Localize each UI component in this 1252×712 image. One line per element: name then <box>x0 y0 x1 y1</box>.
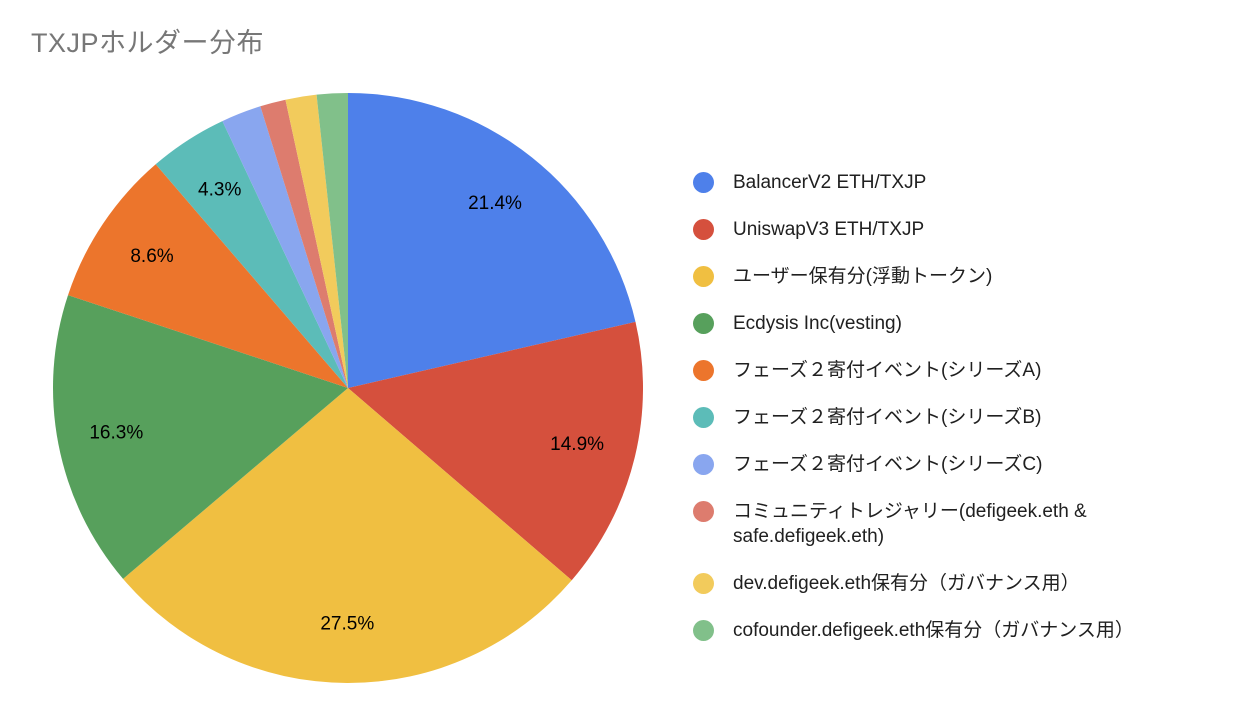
legend-swatch-icon <box>693 360 714 381</box>
legend-swatch-icon <box>693 620 714 641</box>
chart-title: TXJPホルダー分布 <box>31 28 265 58</box>
pie-slice-8[interactable] <box>285 94 348 389</box>
legend-item-0: BalancerV2 ETH/TXJP <box>693 170 1245 195</box>
pie-slice-0[interactable] <box>348 93 636 388</box>
slice-percentage-label: 4.3% <box>198 179 241 200</box>
legend-label: ユーザー保有分(浮動トークン) <box>733 266 993 287</box>
legend-item-8: dev.defigeek.eth保有分（ガバナンス用） <box>693 571 1245 596</box>
slice-percentage-label: 27.5% <box>320 614 374 635</box>
legend-label: コミュニティトレジャリー(defigeek.eth & safe.defigee… <box>733 501 1087 547</box>
legend-swatch-icon <box>693 219 714 240</box>
legend-swatch-icon <box>693 454 714 475</box>
legend-swatch-icon <box>693 407 714 428</box>
legend-swatch-icon <box>693 501 714 522</box>
legend-item-2: ユーザー保有分(浮動トークン) <box>693 264 1245 289</box>
legend-label: BalancerV2 ETH/TXJP <box>733 172 927 193</box>
legend-item-7: コミュニティトレジャリー(defigeek.eth & safe.defigee… <box>693 499 1245 549</box>
pie-slice-4[interactable] <box>68 164 349 388</box>
slice-percentage-label: 14.9% <box>550 434 604 455</box>
legend-item-4: フェーズ２寄付イベント(シリーズA) <box>693 358 1245 383</box>
legend-label: dev.defigeek.eth保有分（ガバナンス用） <box>733 573 1080 594</box>
legend-label: フェーズ２寄付イベント(シリーズA) <box>733 360 1042 381</box>
legend-swatch-icon <box>693 266 714 287</box>
legend-swatch-icon <box>693 172 714 193</box>
legend-label: フェーズ２寄付イベント(シリーズB) <box>733 407 1042 428</box>
pie-slice-1[interactable] <box>348 321 644 581</box>
pie-slice-9[interactable] <box>316 93 348 388</box>
legend-label: cofounder.defigeek.eth保有分（ガバナンス用） <box>733 620 1134 641</box>
legend-item-3: Ecdysis Inc(vesting) <box>693 311 1245 336</box>
legend-label: フェーズ２寄付イベント(シリーズC) <box>733 454 1043 475</box>
legend-item-6: フェーズ２寄付イベント(シリーズC) <box>693 452 1245 477</box>
legend-swatch-icon <box>693 573 714 594</box>
pie-slice-2[interactable] <box>123 388 572 684</box>
pie-slice-5[interactable] <box>155 121 348 388</box>
legend-item-5: フェーズ２寄付イベント(シリーズB) <box>693 405 1245 430</box>
pie-slice-3[interactable] <box>53 295 348 579</box>
legend-swatch-icon <box>693 313 714 334</box>
pie-slice-7[interactable] <box>260 99 348 389</box>
pie-slice-6[interactable] <box>222 106 348 388</box>
legend-label: Ecdysis Inc(vesting) <box>733 313 902 334</box>
legend: BalancerV2 ETH/TXJP UniswapV3 ETH/TXJP ユーザ… <box>693 170 1245 665</box>
legend-label: UniswapV3 ETH/TXJP <box>733 219 925 240</box>
slice-percentage-label: 8.6% <box>130 246 173 267</box>
slice-percentage-label: 21.4% <box>468 193 522 214</box>
legend-item-9: cofounder.defigeek.eth保有分（ガバナンス用） <box>693 618 1245 643</box>
legend-item-1: UniswapV3 ETH/TXJP <box>693 217 1245 242</box>
slice-percentage-label: 16.3% <box>89 423 143 444</box>
